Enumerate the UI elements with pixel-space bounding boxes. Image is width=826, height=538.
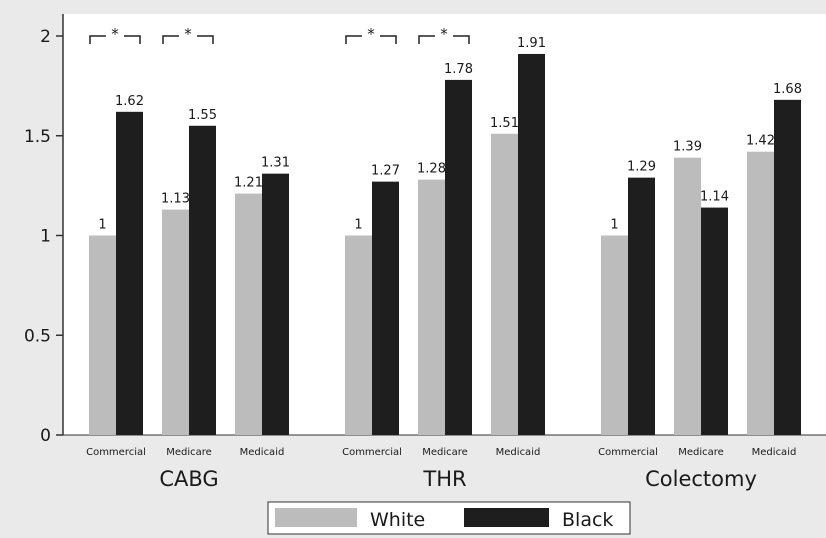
significance-star: * <box>440 25 448 43</box>
significance-star: * <box>184 25 192 43</box>
bar-black <box>701 207 728 435</box>
x-category-label: Commercial <box>86 447 146 458</box>
group-label: THR <box>422 467 466 491</box>
x-category-label: Commercial <box>342 447 402 458</box>
bar-white <box>674 157 701 435</box>
bar-white <box>89 235 116 435</box>
data-label-black: 1.62 <box>115 94 144 109</box>
data-label-black: 1.14 <box>700 190 729 205</box>
significance-bracket <box>162 35 214 44</box>
bar-white <box>601 235 628 435</box>
data-label-black: 1.31 <box>261 156 290 171</box>
data-label-white: 1 <box>610 218 618 233</box>
data-label-black: 1.55 <box>188 108 217 123</box>
data-label-black: 1.27 <box>371 164 400 179</box>
y-tick-label: 1.5 <box>24 127 51 147</box>
legend-swatch-white <box>275 508 357 527</box>
significance-bracket <box>345 35 397 44</box>
data-label-white: 1.21 <box>234 176 263 191</box>
bar-white <box>418 179 445 435</box>
y-tick-label: 1 <box>40 227 51 247</box>
x-category-label: Medicaid <box>752 447 797 458</box>
y-tick-label: 2 <box>40 27 51 47</box>
bar-black <box>262 173 289 435</box>
data-label-white: 1.13 <box>161 192 190 207</box>
data-label-white: 1.42 <box>746 134 775 149</box>
legend-swatch-black <box>464 508 549 527</box>
x-category-label: Medicaid <box>496 447 541 458</box>
y-tick-label: 0 <box>40 426 51 446</box>
bar-black <box>774 99 801 435</box>
group-label: CABG <box>159 467 218 491</box>
bar-white <box>235 193 262 435</box>
data-label-black: 1.78 <box>444 62 473 77</box>
bar-white <box>345 235 372 435</box>
bar-white <box>747 151 774 435</box>
group-label: Colectomy <box>645 467 757 491</box>
bar-black <box>372 181 399 435</box>
y-tick-label: 0.5 <box>24 326 51 346</box>
data-label-black: 1.68 <box>773 82 802 97</box>
significance-bracket <box>418 35 470 44</box>
significance-star: * <box>367 25 375 43</box>
x-category-label: Medicare <box>422 447 468 458</box>
bar-black <box>189 125 216 436</box>
legend-label-white: White <box>370 509 425 531</box>
bar-black <box>628 177 655 435</box>
data-label-black: 1.91 <box>517 36 546 51</box>
significance-bracket <box>89 35 141 44</box>
x-category-label: Medicaid <box>240 447 285 458</box>
bar-white <box>491 133 518 435</box>
data-label-white: 1.28 <box>417 162 446 177</box>
data-label-white: 1.51 <box>490 116 519 131</box>
data-label-black: 1.29 <box>627 160 656 175</box>
legend-label-black: Black <box>562 509 613 531</box>
x-category-label: Commercial <box>598 447 658 458</box>
significance-star: * <box>111 25 119 43</box>
bar-black <box>518 53 545 435</box>
data-label-white: 1 <box>354 218 362 233</box>
legend-box <box>267 501 631 535</box>
bar-black <box>445 79 472 435</box>
x-category-label: Medicare <box>678 447 724 458</box>
x-category-label: Medicare <box>166 447 212 458</box>
bar-white <box>162 209 189 435</box>
data-label-white: 1.39 <box>673 140 702 155</box>
bar-black <box>116 111 143 435</box>
data-label-white: 1 <box>98 218 106 233</box>
